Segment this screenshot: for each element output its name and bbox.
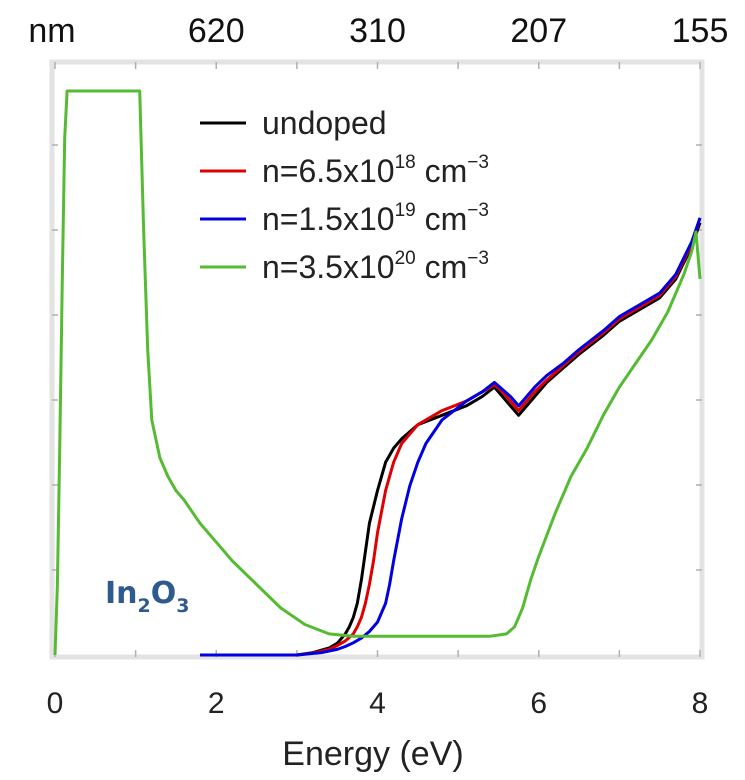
top-axis-tick-label: 207 xyxy=(510,12,567,50)
series-line-n3 xyxy=(53,89,702,656)
top-axis-labels: nm 620 310 207 155 xyxy=(28,12,728,50)
plot-area xyxy=(49,59,705,660)
bottom-axis-labels: 0 2 4 6 8 xyxy=(47,687,709,720)
series-line-n1 xyxy=(200,217,702,657)
series-group xyxy=(53,89,702,657)
top-axis-tick-label: 155 xyxy=(672,12,729,50)
top-axis-unit-label: nm xyxy=(28,12,75,50)
x-tick-label: 2 xyxy=(208,687,225,720)
x-tick-label: 8 xyxy=(692,687,709,720)
x-tick-label: 0 xyxy=(47,687,64,720)
x-tick-label: 6 xyxy=(530,687,547,720)
legend-label-n2: n=1.5x1019 cm−3 xyxy=(262,200,489,237)
material-label: In2O3 xyxy=(105,576,190,617)
x-axis-title: Energy (eV) xyxy=(282,735,463,773)
top-axis-tick-label: 620 xyxy=(188,12,245,50)
series-line-n2 xyxy=(200,217,702,657)
top-axis-tick-label: 310 xyxy=(349,12,406,50)
series-line-undoped xyxy=(200,222,702,657)
x-tick-label: 4 xyxy=(369,687,386,720)
legend-label-n3: n=3.5x1020 cm−3 xyxy=(262,248,489,285)
legend-label-n1: n=6.5x1018 cm−3 xyxy=(262,152,489,189)
legend-label-undoped: undoped xyxy=(262,105,387,141)
legend: undoped n=6.5x1018 cm−3 n=1.5x1019 cm−3 n=3… xyxy=(200,105,489,285)
